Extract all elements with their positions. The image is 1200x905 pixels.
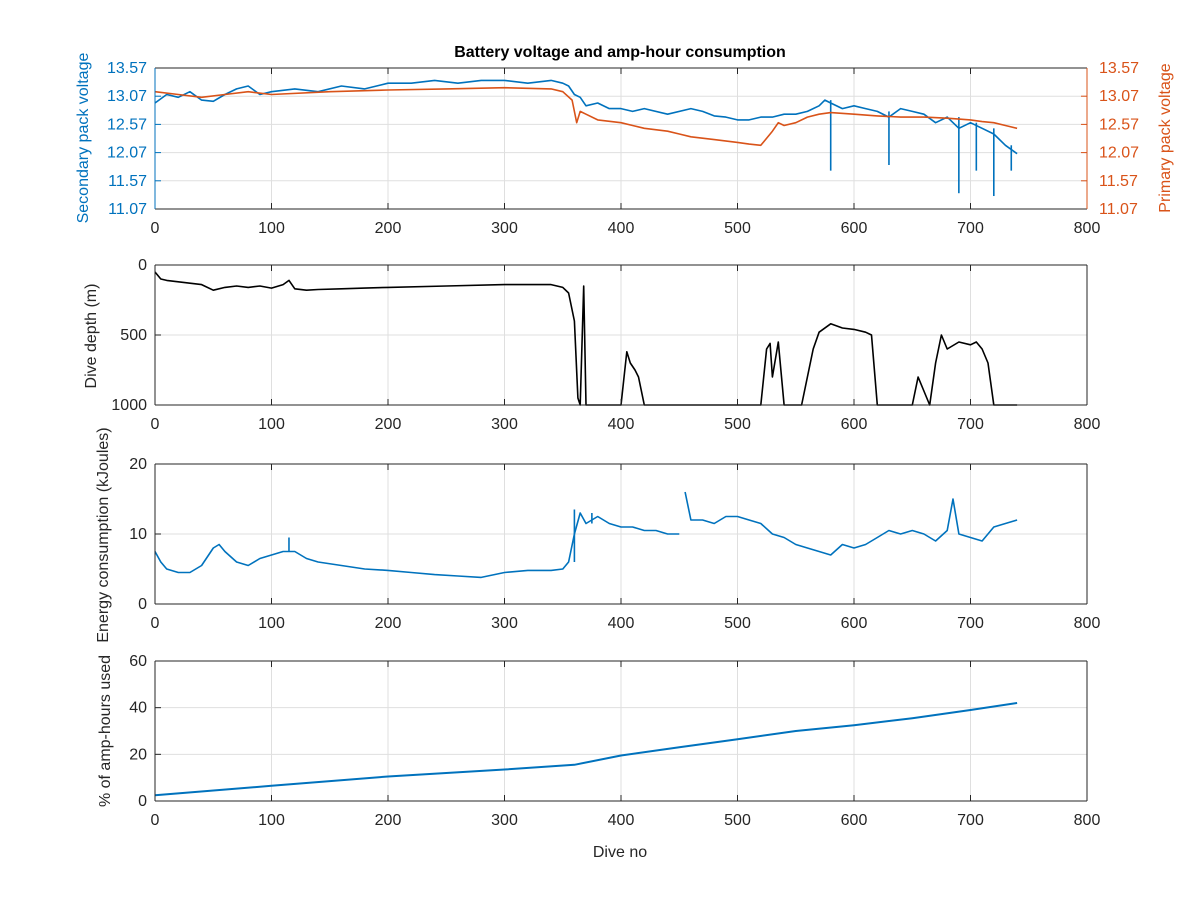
panel-3-x-tick-label: 600 <box>841 615 868 632</box>
panel-1-right-y-tick-label: 11.57 <box>1099 173 1138 190</box>
ylabel-secondary-voltage: Secondary pack voltage <box>75 53 92 224</box>
panel-1-x-tick-label: 500 <box>724 220 751 237</box>
panel-2-y-tick-label: 0 <box>138 257 147 274</box>
panel-3-x-tick-label: 400 <box>608 615 635 632</box>
panel-1-y-tick-label: 11.07 <box>108 201 147 218</box>
panel-4-x-tick-label: 300 <box>491 812 518 829</box>
panel-1-x-tick-label: 100 <box>258 220 285 237</box>
panel-2-x-tick-label: 500 <box>724 416 751 433</box>
panel-3-x-tick-label: 100 <box>258 615 285 632</box>
panel-3-y-tick-label: 0 <box>138 596 147 613</box>
panel-3-x-tick-label: 800 <box>1074 615 1101 632</box>
panel-4-x-tick-label: 400 <box>608 812 635 829</box>
panel-2-y-tick-label: 500 <box>120 327 147 344</box>
panel-3-x-tick-label: 300 <box>491 615 518 632</box>
panel-1-right-y-tick-label: 11.07 <box>1099 201 1138 218</box>
chart-title: Battery voltage and amp-hour consumption <box>454 44 786 61</box>
panel-4-y-tick-label: 60 <box>129 653 147 670</box>
panel-1-x-tick-label: 700 <box>957 220 984 237</box>
panel-1-x-tick-label: 400 <box>608 220 635 237</box>
panel-2-x-tick-label: 0 <box>151 416 160 433</box>
panel-1-y-tick-label: 13.57 <box>107 60 147 77</box>
panel-1-right-y-tick-label: 12.07 <box>1099 145 1139 162</box>
panel-2-x-tick-label: 600 <box>841 416 868 433</box>
ylabel-energy-consumption: Energy consumption (kJoules) <box>95 427 112 642</box>
panel-2-x-tick-label: 700 <box>957 416 984 433</box>
panel-4-y-tick-label: 0 <box>138 793 147 810</box>
panel-4-x-tick-label: 500 <box>724 812 751 829</box>
panel-2-x-tick-label: 200 <box>375 416 402 433</box>
panel-3-x-tick-label: 700 <box>957 615 984 632</box>
panel-3-y-tick-label: 20 <box>129 456 147 473</box>
ylabel-primary-voltage: Primary pack voltage <box>1157 63 1174 212</box>
panel-1-x-tick-label: 800 <box>1074 220 1101 237</box>
panel-3-series-1-line <box>154 512 680 579</box>
panel-1-y-tick-label: 11.57 <box>108 173 147 190</box>
panel-4-x-tick-label: 100 <box>258 812 285 829</box>
panel-3-x-tick-label: 200 <box>375 615 402 632</box>
panel-1-y-tick-label: 12.57 <box>107 116 147 133</box>
panel-3-x-tick-label: 0 <box>151 615 160 632</box>
ylabel-dive-depth: Dive depth (m) <box>83 284 100 389</box>
panel-4-x-tick-label: 800 <box>1074 812 1101 829</box>
panel-1-series-1-line <box>154 79 1018 155</box>
panel-1-right-y-tick-label: 13.57 <box>1099 60 1139 77</box>
panel-3-series-2-line <box>684 491 1018 556</box>
panel-2-x-tick-label: 800 <box>1074 416 1101 433</box>
panel-1-series-2-line <box>154 86 1018 147</box>
xlabel-dive-no: Dive no <box>593 844 647 861</box>
panel-1-right-y-tick-label: 12.57 <box>1099 116 1139 133</box>
panel-1-y-tick-label: 13.07 <box>107 88 147 105</box>
series-layer <box>154 79 1018 797</box>
panel-4-y-tick-label: 20 <box>129 746 147 763</box>
panel-4-x-tick-label: 600 <box>841 812 868 829</box>
panel-1-x-tick-label: 300 <box>491 220 518 237</box>
panel-4-x-tick-label: 700 <box>957 812 984 829</box>
panel-1-x-tick-label: 200 <box>375 220 402 237</box>
panel-2-x-tick-label: 300 <box>491 416 518 433</box>
panel-1-x-tick-label: 0 <box>151 220 160 237</box>
panel-2-x-tick-label: 400 <box>608 416 635 433</box>
panel-2-y-tick-label: 1000 <box>111 397 147 414</box>
panel-1-right-y-tick-label: 13.07 <box>1099 88 1139 105</box>
panel-4-y-tick-label: 40 <box>129 700 147 717</box>
panel-4-x-tick-label: 200 <box>375 812 402 829</box>
ylabel-amp-hours-used: % of amp-hours used <box>97 655 114 807</box>
panel-2-x-tick-label: 100 <box>258 416 285 433</box>
grid-layer <box>155 68 1087 801</box>
panel-4-x-tick-label: 0 <box>151 812 160 829</box>
panel-1-y-tick-label: 12.07 <box>107 145 147 162</box>
panel-2-series-1-line <box>154 271 1018 406</box>
panel-4-series-1-line <box>154 702 1018 797</box>
panel-1-x-tick-label: 600 <box>841 220 868 237</box>
panel-3-y-tick-label: 10 <box>129 526 147 543</box>
panel-3-x-tick-label: 500 <box>724 615 751 632</box>
